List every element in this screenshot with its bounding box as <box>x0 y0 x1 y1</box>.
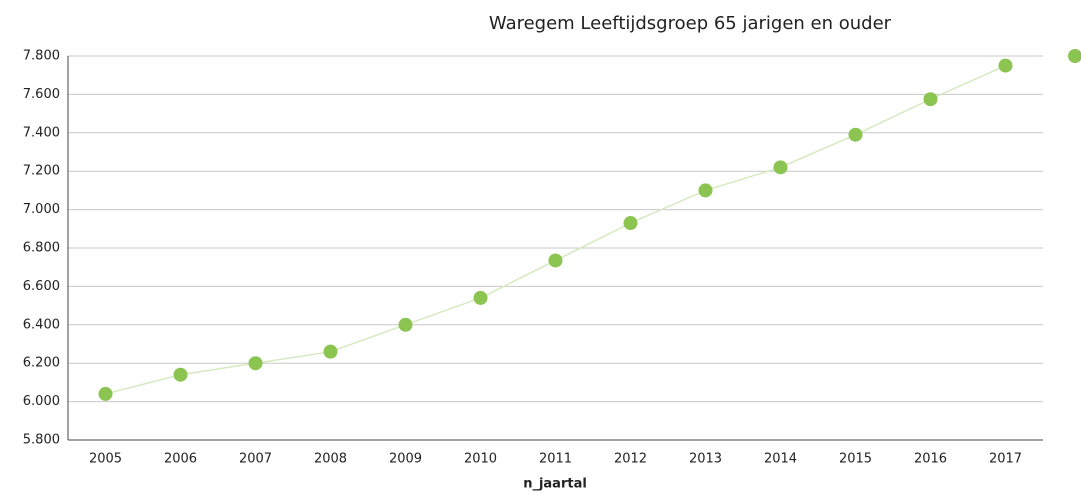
chart-title: Waregem Leeftijdsgroep 65 jarigen en oud… <box>489 13 892 34</box>
point <box>98 386 113 401</box>
point <box>773 160 788 175</box>
x-tick-label: 2011 <box>539 452 572 467</box>
x-tick-label: 2006 <box>164 452 197 467</box>
point <box>173 367 188 382</box>
point <box>998 58 1013 73</box>
point <box>848 127 863 142</box>
point <box>323 344 338 359</box>
y-tick-label: 5.800 <box>23 433 60 448</box>
y-tick-label: 6.400 <box>23 317 60 332</box>
point <box>623 216 638 231</box>
line <box>105 64 1006 395</box>
x-tick-label: 2012 <box>614 452 647 467</box>
x-tick-label: 2005 <box>89 452 122 467</box>
x-tick-label: 2007 <box>239 452 272 467</box>
x-tick-label: 2014 <box>764 452 797 467</box>
x-tick-label: 2017 <box>989 452 1022 467</box>
point <box>398 317 413 332</box>
x-tick-label: 2013 <box>689 452 722 467</box>
y-tick-label: 7.000 <box>23 202 60 217</box>
point <box>548 253 563 268</box>
point <box>248 356 263 371</box>
x-tick-label: 2009 <box>389 452 422 467</box>
point <box>923 92 938 107</box>
point <box>473 290 488 305</box>
x-tick-label: 2008 <box>314 452 347 467</box>
y-tick-label: 6.000 <box>23 394 60 409</box>
x-tick-label: 2010 <box>464 452 497 467</box>
y-tick-label: 7.800 <box>23 49 60 64</box>
x-tick-label: 2016 <box>914 452 947 467</box>
y-tick-label: 6.800 <box>23 241 60 256</box>
x-axis-label: n_jaartal <box>523 477 587 492</box>
y-tick-label: 6.200 <box>23 356 60 371</box>
y-tick-label: 7.400 <box>23 125 60 140</box>
y-tick-label: 7.600 <box>23 87 60 102</box>
x-tick-label: 2015 <box>839 452 872 467</box>
y-tick-label: 7.200 <box>23 164 60 179</box>
y-tick-label: 6.600 <box>23 279 60 294</box>
point <box>698 183 713 198</box>
legend-marker <box>1068 49 1081 63</box>
